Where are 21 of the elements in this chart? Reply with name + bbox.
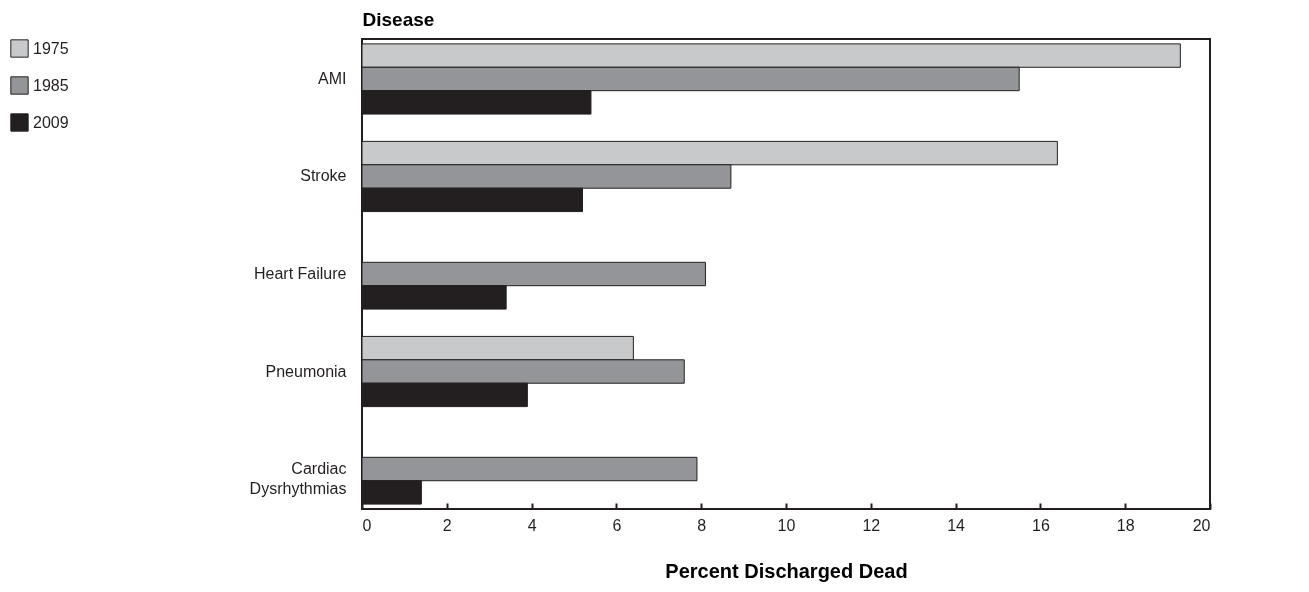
y-tick-label: Pneumonia [265, 362, 347, 380]
legend-label: 1985 [33, 76, 69, 94]
x-tick-label: 12 [862, 516, 881, 534]
x-tick-label: 0 [362, 516, 372, 534]
y-tick-label: Heart Failure [254, 265, 347, 282]
y-tick-label: AMI [318, 69, 347, 87]
legend-label: 1975 [33, 39, 69, 57]
y-tick-label: Stroke [300, 167, 347, 185]
x-tick-label: 18 [1116, 516, 1135, 534]
y-axis-title: Disease [362, 8, 435, 30]
x-tick-label: 20 [1192, 516, 1211, 534]
x-tick-label: 2 [442, 516, 452, 534]
x-tick-label: 10 [777, 516, 796, 534]
x-tick-label: 6 [612, 516, 622, 534]
x-axis-title: Percent Discharged Dead [665, 559, 908, 582]
x-tick-label: 16 [1032, 516, 1050, 534]
x-tick-label: 14 [947, 516, 966, 534]
x-tick-label: 8 [697, 516, 707, 534]
y-tick-label: Cardiac Dysrhythmias [249, 460, 347, 498]
x-tick-label: 4 [527, 516, 537, 534]
legend-label: 2009 [33, 113, 69, 131]
